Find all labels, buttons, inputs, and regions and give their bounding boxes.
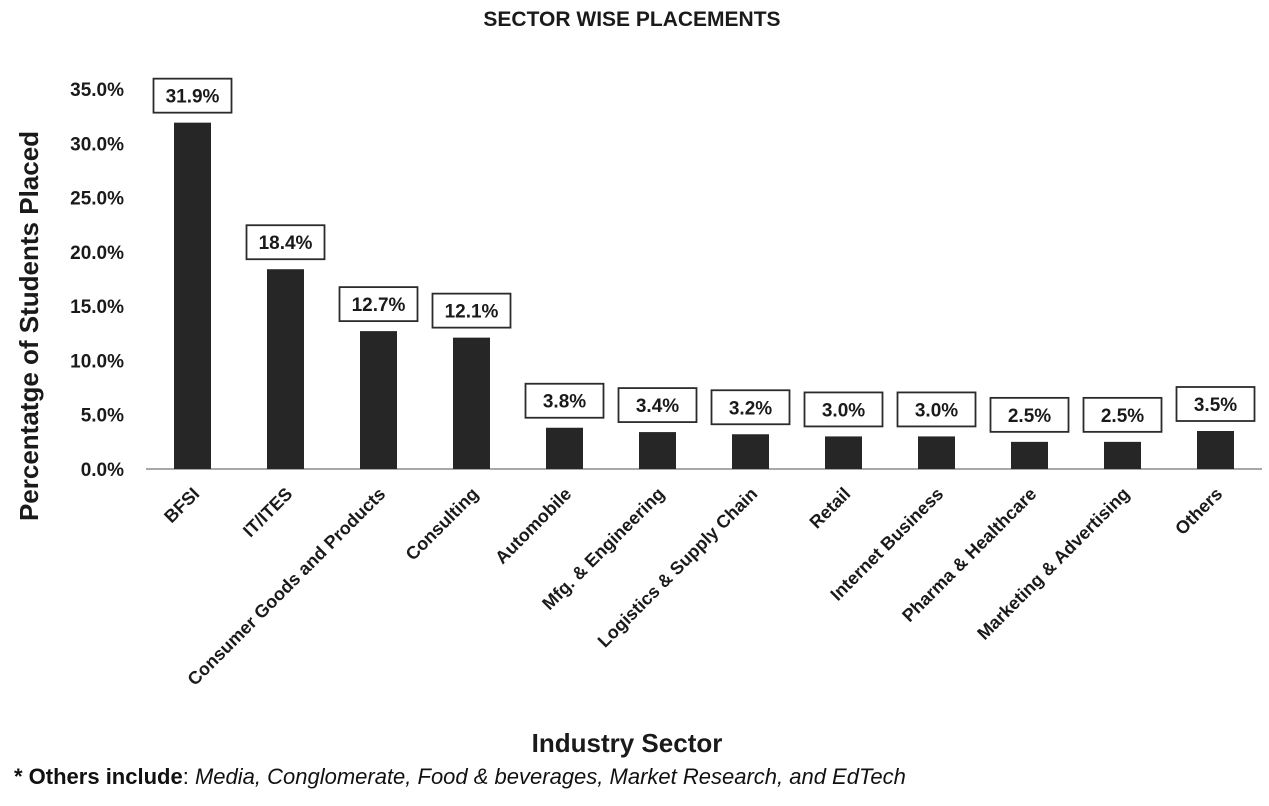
footnote-separator: : (182, 764, 195, 789)
data-label-text: 31.9% (166, 87, 220, 108)
data-label-box (803, 391, 884, 428)
bar (1104, 441, 1141, 469)
data-label-box (896, 391, 977, 428)
bar-chart: SECTOR WISE PLACEMENTS Percentatge of St… (14, 8, 1262, 758)
x-tick-label: Consulting (402, 484, 483, 565)
data-label-text: 3.0% (822, 400, 865, 421)
bar (639, 432, 676, 469)
footnote-text: Media, Conglomerate, Food & beverages, M… (194, 764, 906, 789)
y-axis-title: Percentatge of Students Placed (14, 131, 44, 521)
data-label-text: 2.5% (1101, 406, 1144, 427)
data-label-text: 12.1% (445, 302, 499, 323)
data-label-text: 12.7% (352, 295, 406, 316)
bars (174, 122, 1234, 470)
data-label-text: 3.0% (915, 400, 958, 421)
data-label-box (245, 224, 326, 261)
x-tick-label: Others (1171, 484, 1226, 539)
bar-data-label: 12.7% (338, 286, 419, 323)
x-tick-label: Marketing & Advertising (973, 484, 1133, 644)
footnote: * Others include: Media, Conglomerate, F… (14, 764, 906, 790)
data-label-text: 3.4% (636, 396, 679, 417)
data-label-box (338, 286, 419, 323)
y-tick-labels: 0.0% 5.0% 10.0% 15.0% 20.0% 25.0% 30.0% 35.0% (70, 80, 124, 481)
bar (1197, 431, 1234, 469)
y-tick-label: 10.0% (70, 351, 124, 372)
bar (174, 122, 211, 470)
bar (732, 434, 769, 469)
x-tick-label: Logistics & Supply Chain (594, 484, 762, 652)
data-label-box (617, 387, 698, 423)
x-tick-label: IT/ITES (239, 484, 296, 541)
data-label-text: 3.8% (543, 392, 586, 413)
bar (360, 331, 397, 469)
data-label-text: 3.5% (1194, 395, 1237, 416)
x-tick-label: Automobile (491, 484, 575, 568)
x-tick-label: BFSI (160, 484, 203, 527)
bar-data-label: 3.0% (803, 391, 884, 428)
y-tick-label: 35.0% (70, 80, 124, 101)
y-tick-label: 20.0% (70, 243, 124, 264)
bar-data-label: 12.1% (431, 292, 512, 329)
y-tick-label: 25.0% (70, 189, 124, 210)
bar-data-label: 31.9% (152, 77, 233, 114)
data-label-box (152, 77, 233, 114)
bar-data-label: 3.2% (710, 389, 791, 426)
bar-data-label: 18.4% (245, 224, 326, 261)
bar (918, 436, 955, 469)
data-label-text: 3.2% (729, 398, 772, 419)
x-tick-label: Consumer Goods and Products (184, 484, 390, 690)
x-axis-title: Industry Sector (532, 728, 723, 758)
y-tick-label: 0.0% (81, 460, 124, 481)
bar-data-label: 3.4% (617, 387, 698, 423)
data-label-text: 2.5% (1008, 406, 1051, 427)
bar (1011, 441, 1048, 469)
bar (546, 427, 583, 469)
bar-data-label: 3.0% (896, 391, 977, 428)
bar (453, 337, 490, 469)
bar-data-label: 3.5% (1175, 386, 1256, 422)
y-tick-label: 5.0% (81, 406, 124, 427)
data-label-text: 18.4% (259, 233, 313, 254)
footnote-label: * Others include (14, 764, 183, 789)
bar-data-labels: 31.9% 18.4% 12.7% 12.1% 3.8% 3.4% 3.2% 3.0% 3.0%… (152, 77, 1256, 433)
bar-data-label: 2.5% (1082, 396, 1163, 433)
x-tick-label: Retail (806, 484, 855, 533)
bar-data-label: 2.5% (989, 396, 1070, 433)
data-label-box (431, 292, 512, 329)
data-label-box (1082, 396, 1163, 433)
y-tick-label: 15.0% (70, 297, 124, 318)
data-label-box (710, 389, 791, 426)
bar-data-label: 3.8% (524, 382, 605, 419)
chart-title: SECTOR WISE PLACEMENTS (483, 8, 780, 31)
data-label-box (524, 382, 605, 419)
data-label-box (989, 396, 1070, 433)
data-label-box (1175, 386, 1256, 422)
y-tick-label: 30.0% (70, 134, 124, 155)
bar (825, 436, 862, 469)
bar (267, 269, 304, 469)
